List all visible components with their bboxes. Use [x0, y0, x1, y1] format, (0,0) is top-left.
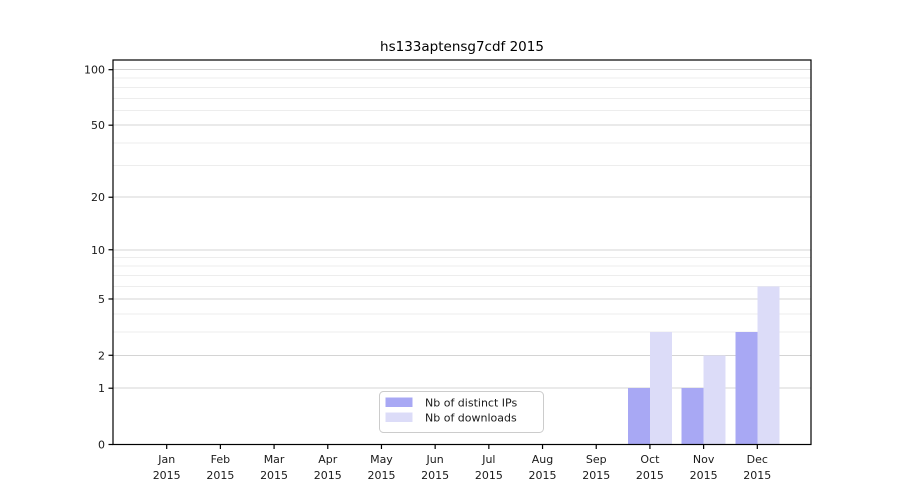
- x-tick-label-year: 2015: [206, 469, 234, 482]
- bar-nov-series0: [681, 388, 704, 445]
- x-tick-label-month: May: [370, 453, 393, 466]
- x-tick-label-year: 2015: [260, 469, 288, 482]
- y-tick-label: 0: [98, 439, 105, 452]
- bar-oct-series1: [649, 331, 672, 445]
- plot-border: [112, 59, 812, 446]
- x-tick-label-month: Jan: [157, 453, 175, 466]
- x-tick-label-month: Jun: [426, 453, 444, 466]
- y-tick-label: 50: [91, 119, 105, 132]
- x-tick-label-year: 2015: [421, 469, 449, 482]
- x-tick-label-month: Feb: [211, 453, 230, 466]
- y-tick-label: 10: [91, 244, 105, 257]
- x-tick-label-year: 2015: [367, 469, 395, 482]
- x-tick-label-year: 2015: [743, 469, 771, 482]
- legend-box: [379, 391, 544, 433]
- legend: Nb of distinct IPs Nb of downloads: [379, 391, 544, 433]
- legend-swatch-distinct-ips: [385, 397, 413, 407]
- x-tick-label-year: 2015: [314, 469, 342, 482]
- legend-label-distinct-ips: Nb of distinct IPs: [425, 397, 517, 410]
- bar-dec-series1: [757, 286, 780, 445]
- x-tick-label-month: Nov: [693, 453, 715, 466]
- x-tick-label-month: Oct: [640, 453, 660, 466]
- y-tick-label: 20: [91, 191, 105, 204]
- y-axis: 0 1 2 5 10 20 50 100: [84, 64, 113, 452]
- x-tick-label-year: 2015: [475, 469, 503, 482]
- x-tick-label-year: 2015: [636, 469, 664, 482]
- x-tick-label-month: Aug: [532, 453, 553, 466]
- gridlines: [113, 69, 811, 389]
- legend-swatch-downloads: [385, 412, 413, 422]
- bar-nov-series1: [703, 355, 726, 445]
- x-tick-label-year: 2015: [529, 469, 557, 482]
- x-tick-label-month: Jul: [481, 453, 495, 466]
- x-tick-label-year: 2015: [582, 469, 610, 482]
- bar-dec-series0: [735, 331, 758, 445]
- x-tick-label-month: Dec: [747, 453, 768, 466]
- y-tick-label: 2: [98, 349, 105, 362]
- x-axis: Jan 2015 Feb 2015 Mar 2015 Apr 2015 May 2015 Jun 20…: [153, 444, 771, 482]
- x-tick-label-month: Mar: [264, 453, 285, 466]
- legend-label-downloads: Nb of downloads: [425, 412, 517, 425]
- y-tick-label: 1: [98, 382, 105, 395]
- x-tick-label-year: 2015: [690, 469, 718, 482]
- y-tick-label: 5: [98, 293, 105, 306]
- x-tick-label-month: Sep: [586, 453, 607, 466]
- x-tick-label-year: 2015: [153, 469, 181, 482]
- bar-series: [627, 286, 780, 445]
- chart-title: hs133aptensg7cdf 2015: [380, 39, 544, 55]
- bar-oct-series0: [627, 388, 650, 445]
- y-tick-label: 100: [84, 64, 105, 77]
- x-tick-label-month: Apr: [318, 453, 338, 466]
